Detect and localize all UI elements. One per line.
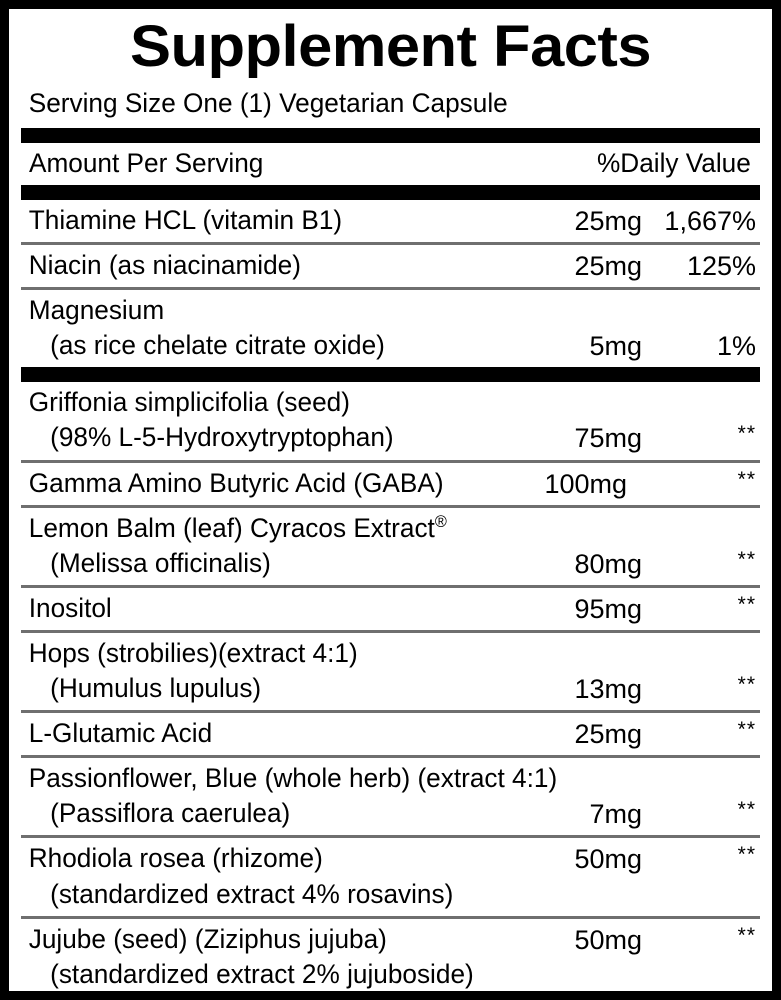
ingredient-name: Lemon Balm (leaf) Cyracos Extract® (Melis… [21, 511, 738, 581]
daily-value-not-established-marker: ** [737, 798, 756, 822]
ingredient-amount: 5mg [589, 331, 642, 362]
divider-thick-blend [21, 367, 760, 383]
divider-hairline [21, 242, 760, 246]
ingredient-name: Magnesium (as rice chelate citrate oxide) [21, 293, 738, 363]
serving-size-text: Serving Size One (1) Vegetarian Capsule [28, 88, 508, 118]
ingredient-amount: 100mg [544, 468, 627, 499]
divider-hairline [21, 459, 760, 463]
ingredient-row: Hops (strobilies)(extract 4:1) (Humulus l… [21, 633, 760, 710]
divider-hairline [21, 584, 760, 588]
ingredient-row: Lemon Balm (leaf) Cyracos Extract® (Melis… [21, 508, 760, 585]
ingredient-row: Rhodiola rosea (rhizome) (standardized ex… [21, 838, 760, 915]
herbal-blend-section: Griffonia simplicifolia (seed) (98% L-5-H… [21, 382, 760, 995]
divider-thick-header [21, 185, 760, 200]
ingredient-row: Inositol 95mg ** [21, 588, 760, 630]
ingredient-name: Inositol [21, 591, 738, 626]
ingredient-row: Thiamine HCL (vitamin B1) 25mg 1,667% [21, 200, 760, 242]
daily-value-not-established-marker: ** [737, 923, 756, 947]
ingredient-name: Gamma Amino Butyric Acid (GABA) [21, 466, 738, 501]
ingredient-name-secondary: (Melissa officinalis) [50, 547, 271, 578]
ingredient-name-primary: Thiamine HCL (vitamin B1) [28, 205, 343, 235]
ingredient-row: Niacin (as niacinamide) 25mg 125% [21, 245, 760, 287]
ingredient-name-primary: Jujube (seed) (Ziziphus jujuba) [28, 923, 387, 954]
daily-value-not-established-marker: ** [737, 467, 756, 491]
ingredient-row: Griffonia simplicifolia (seed) (98% L-5-H… [21, 382, 760, 459]
ingredient-daily-value: 125% [686, 251, 756, 282]
ingredient-name-secondary: (as rice chelate citrate oxide) [50, 330, 385, 361]
ingredient-name-primary: Magnesium [28, 295, 165, 326]
daily-value-not-established-marker: ** [737, 592, 756, 616]
ingredient-amount: 25mg [574, 251, 642, 282]
divider-thick-top [21, 128, 760, 143]
ingredient-row: Jujube (seed) (Ziziphus jujuba) (standard… [21, 919, 760, 996]
ingredient-name: Griffonia simplicifolia (seed) (98% L-5-H… [21, 385, 738, 455]
ingredient-name: Jujube (seed) (Ziziphus jujuba) (standard… [21, 922, 738, 992]
ingredient-daily-value: 1% [716, 331, 756, 362]
ingredient-name: Thiamine HCL (vitamin B1) [21, 203, 738, 238]
ingredient-name-primary: Griffonia simplicifolia (seed) [28, 387, 350, 418]
daily-value-label: %Daily Value [597, 148, 752, 178]
ingredient-name-primary: Lemon Balm (leaf) Cyracos Extract [28, 512, 435, 543]
ingredient-amount: 95mg [574, 593, 642, 624]
ingredient-name-secondary: (98% L-5-Hydroxytryptophan) [50, 422, 394, 453]
daily-value-not-established-marker: ** [737, 547, 756, 571]
ingredient-amount: 80mg [574, 548, 642, 579]
label-body: Supplement Facts Serving Size One (1) Ve… [9, 9, 772, 1000]
ingredient-name-primary: Rhodiola rosea (rhizome) [28, 843, 323, 874]
ingredient-row: Passionflower, Blue (whole herb) (extrac… [21, 758, 760, 835]
divider-hairline [21, 629, 760, 633]
divider-thick-footnote [21, 995, 760, 1000]
ingredient-name: Hops (strobilies)(extract 4:1) (Humulus l… [21, 636, 738, 706]
amount-per-serving-label: Amount Per Serving [29, 148, 264, 178]
ingredient-name: L-Glutamic Acid [21, 716, 738, 751]
registered-trademark-icon: ® [434, 511, 447, 531]
ingredient-name: Passionflower, Blue (whole herb) (extrac… [21, 761, 738, 831]
ingredient-name-secondary: (Passiflora caerulea) [50, 798, 291, 829]
daily-value-not-established-marker: ** [737, 672, 756, 696]
ingredient-amount: 50mg [574, 844, 642, 875]
ingredient-row: Magnesium (as rice chelate citrate oxide)… [21, 290, 760, 367]
ingredient-amount: 7mg [589, 799, 642, 830]
ingredient-name-primary: Passionflower, Blue (whole herb) (extrac… [28, 763, 558, 794]
daily-value-not-established-marker: ** [737, 843, 756, 867]
ingredient-name-secondary: (Humulus lupulus) [50, 673, 262, 704]
page-title: Supplement Facts [129, 14, 652, 79]
ingredient-name: Niacin (as niacinamide) [21, 248, 738, 283]
divider-hairline [21, 710, 760, 714]
divider-hairline [21, 504, 760, 508]
ingredient-name-primary: Hops (strobilies)(extract 4:1) [28, 637, 358, 668]
ingredient-row: L-Glutamic Acid 25mg ** [21, 713, 760, 755]
ingredient-daily-value: 1,667% [664, 206, 756, 236]
ingredient-name-primary: Niacin (as niacinamide) [28, 250, 301, 281]
ingredient-name: Rhodiola rosea (rhizome) (standardized ex… [21, 841, 738, 911]
ingredient-amount: 25mg [574, 719, 642, 750]
daily-value-not-established-marker: ** [737, 718, 756, 742]
daily-value-not-established-marker: ** [737, 422, 756, 446]
ingredient-amount: 13mg [574, 673, 642, 704]
ingredient-name-secondary: (standardized extract 4% rosavins) [50, 878, 454, 909]
ingredient-amount: 50mg [574, 924, 642, 955]
ingredient-name-primary: Gamma Amino Butyric Acid (GABA) [28, 467, 444, 498]
ingredient-row: Gamma Amino Butyric Acid (GABA) 100mg ** [21, 463, 760, 505]
ingredient-name-secondary: (standardized extract 2% jujuboside) [50, 958, 474, 989]
divider-hairline [21, 835, 760, 839]
ingredient-name-primary: Inositol [28, 592, 112, 623]
column-headers: Amount Per Serving %Daily Value [21, 143, 760, 185]
vitamins-minerals-section: Thiamine HCL (vitamin B1) 25mg 1,667% Niaci… [21, 200, 760, 367]
divider-hairline [21, 287, 760, 291]
divider-hairline [21, 915, 760, 919]
ingredient-amount: 25mg [574, 206, 642, 236]
divider-hairline [21, 755, 760, 759]
ingredient-amount: 75mg [574, 423, 642, 454]
ingredient-name-primary: L-Glutamic Acid [28, 718, 213, 749]
